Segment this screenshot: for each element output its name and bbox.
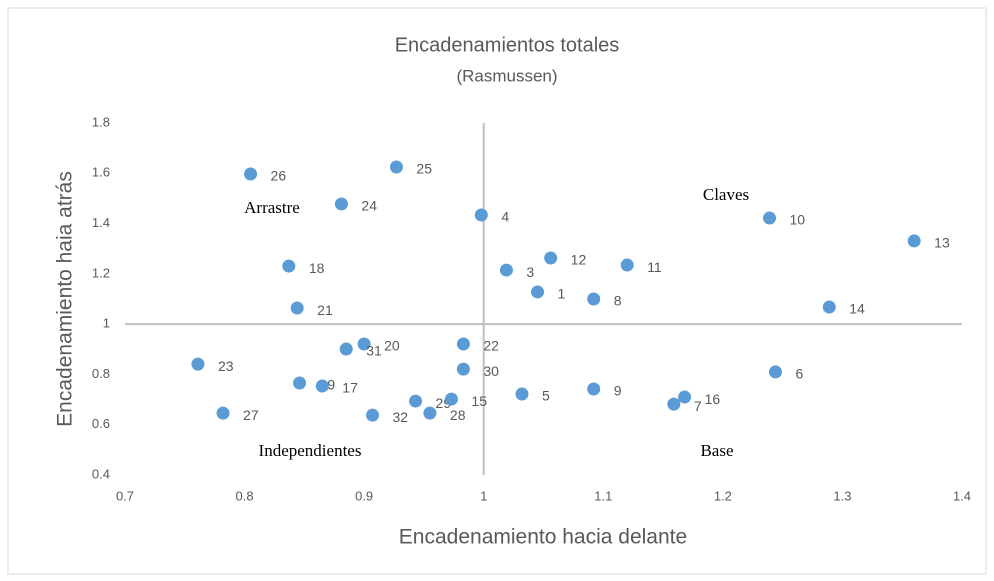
point-label: 8 [614, 293, 622, 309]
y-axis-title: Encadenamiento haia atrás [54, 171, 77, 427]
data-point [216, 406, 230, 420]
point-label: 6 [795, 366, 803, 382]
point-label: 10 [789, 212, 805, 228]
x-tick-label: 0.8 [236, 488, 254, 503]
data-point [907, 234, 921, 248]
point-label: 9 [614, 383, 622, 399]
quadrant-label: Claves [703, 185, 749, 204]
data-point [474, 208, 488, 222]
data-point [678, 390, 692, 404]
data-point [409, 394, 423, 408]
point-label: 23 [218, 358, 234, 374]
point-label: 11 [647, 259, 662, 275]
x-tick-label: 1 [480, 488, 487, 503]
x-tick-label: 1.2 [714, 488, 732, 503]
x-tick-label: 1.3 [833, 488, 851, 503]
x-tick-label: 1.4 [953, 488, 971, 503]
data-point [544, 251, 558, 265]
data-point [587, 292, 601, 306]
chart-subtitle: (Rasmussen) [456, 66, 557, 85]
data-point [456, 337, 470, 351]
point-label: 17 [342, 380, 358, 396]
point-label: 31 [366, 343, 382, 359]
point-label: 16 [705, 391, 721, 407]
point-label: 7 [694, 398, 702, 414]
point-label: 27 [243, 407, 259, 423]
quadrant-label: Arrastre [244, 198, 300, 217]
y-tick-label: 1.6 [92, 165, 110, 180]
data-point [315, 379, 329, 393]
point-label: 26 [271, 168, 287, 184]
point-label: 25 [416, 161, 432, 177]
y-tick-label: 1.2 [92, 265, 110, 280]
data-point [768, 365, 782, 379]
point-label: 3 [526, 264, 534, 280]
data-point [423, 406, 437, 420]
y-tick-label: 1 [103, 316, 110, 331]
data-point [822, 300, 836, 314]
data-point [290, 301, 304, 315]
data-point [620, 258, 634, 272]
point-label: 24 [361, 198, 377, 214]
point-label: 22 [483, 338, 499, 354]
x-tick-label: 1.1 [594, 488, 612, 503]
data-point [244, 167, 258, 181]
point-label: 30 [483, 363, 499, 379]
chart-title: Encadenamientos totales [395, 34, 620, 56]
data-point [762, 211, 776, 225]
x-tick-label: 0.9 [355, 488, 373, 503]
point-label: 13 [934, 235, 950, 251]
data-point [339, 342, 353, 356]
quadrant-label: Independientes [259, 441, 362, 460]
data-point [456, 362, 470, 376]
point-label: 20 [384, 338, 400, 354]
point-label: 18 [309, 260, 325, 276]
point-label: 12 [571, 252, 587, 268]
y-tick-label: 0.4 [92, 466, 110, 481]
data-point [366, 408, 380, 422]
data-point [499, 263, 513, 277]
data-point [282, 259, 296, 273]
data-point [531, 285, 545, 299]
point-label: 5 [542, 388, 550, 404]
data-point [515, 387, 529, 401]
data-point [357, 337, 371, 351]
data-point [667, 397, 681, 411]
data-point [389, 160, 403, 174]
point-label: 15 [471, 393, 487, 409]
point-label: 32 [393, 409, 409, 425]
y-tick-label: 0.8 [92, 366, 110, 381]
data-point [587, 382, 601, 396]
quadrant-label: Base [700, 441, 733, 460]
x-tick-label: 0.7 [116, 488, 134, 503]
y-tick-label: 0.6 [92, 416, 110, 431]
y-tick-label: 1.8 [92, 114, 110, 129]
point-label: 14 [849, 301, 865, 317]
y-tick-label: 1.4 [92, 215, 110, 230]
point-label: 1 [558, 286, 566, 302]
point-label: 4 [501, 209, 509, 225]
point-label: 21 [317, 302, 333, 318]
data-point [444, 392, 458, 406]
chart-frame [7, 7, 987, 575]
point-label: 28 [450, 407, 466, 423]
data-point [334, 197, 348, 211]
data-point [191, 357, 205, 371]
data-point [293, 376, 307, 390]
x-axis-title: Encadenamiento hacia delante [399, 526, 687, 549]
